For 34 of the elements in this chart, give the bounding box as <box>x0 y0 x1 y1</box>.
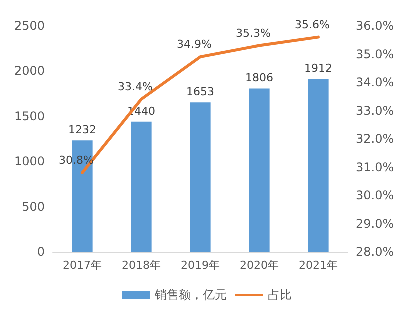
y2-tick-label: 35.0% <box>356 47 394 62</box>
legend-label: 销售额，亿元 <box>154 288 227 302</box>
y-tick-label: 2500 <box>14 19 45 33</box>
y2-tick-label: 30.0% <box>356 188 394 202</box>
data-label: 1653 <box>186 86 214 99</box>
y2-tick-label: 31.0% <box>356 160 394 174</box>
x-tick-label: 2017年 <box>63 259 102 272</box>
y2-tick-label: 33.0% <box>356 104 394 118</box>
x-tick-label: 2020年 <box>240 259 279 272</box>
bar <box>249 88 270 252</box>
y-tick-label: 2000 <box>14 64 45 78</box>
x-tick-label: 2021年 <box>299 259 338 272</box>
data-label: 34.9% <box>177 38 212 52</box>
legend-label: 占比 <box>268 288 292 302</box>
data-label: 35.3% <box>236 26 271 40</box>
bar <box>190 102 211 252</box>
x-tick-label: 2019年 <box>181 259 220 272</box>
y2-tick-label: 34.0% <box>356 76 394 90</box>
data-label: 1232 <box>68 124 96 137</box>
y-tick-label: 1000 <box>14 154 45 169</box>
data-label: 1806 <box>246 72 274 85</box>
y2-tick-label: 28.0% <box>356 245 394 259</box>
data-label: 35.6% <box>295 18 330 32</box>
bar <box>131 122 152 252</box>
y2-tick-label: 32.0% <box>356 132 394 146</box>
x-tick-label: 2018年 <box>122 259 161 272</box>
y-tick-label: 0 <box>37 245 45 259</box>
bar <box>308 79 329 252</box>
y-tick-label: 500 <box>22 200 45 214</box>
y2-tick-label: 29.0% <box>356 216 394 231</box>
data-label: 33.4% <box>118 80 153 94</box>
data-label: 1912 <box>304 62 332 76</box>
y-tick-label: 1500 <box>14 109 45 124</box>
y2-tick-label: 36.0% <box>356 19 394 33</box>
